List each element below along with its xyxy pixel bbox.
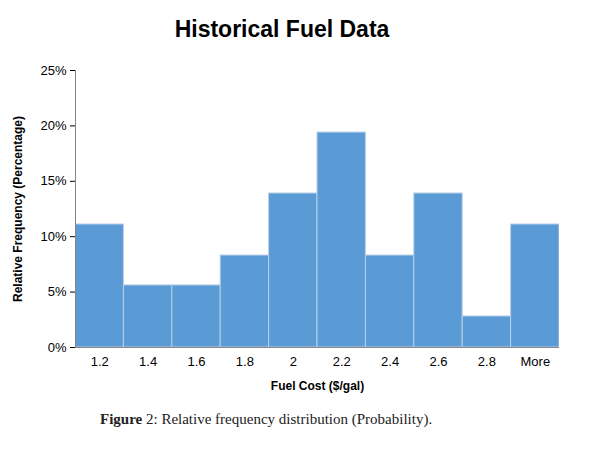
html-text:Historical Fuel Data: Historical Fuel Data	[174, 16, 390, 42]
svg-text:2.4: 2.4	[381, 354, 399, 369]
svg-text:1.4: 1.4	[139, 354, 157, 369]
html-text:Figure 2: Relative frequency d: Figure 2: Relative frequency distributio…	[100, 411, 433, 427]
svg-text:1.8: 1.8	[236, 354, 254, 369]
svg-text:Relative Frequency (Percentage: Relative Frequency (Percentage)	[11, 116, 25, 302]
svg-text:15%: 15%	[40, 173, 66, 188]
svg-text:0%: 0%	[48, 340, 67, 355]
svg-text:More: More	[520, 354, 550, 369]
svg-text:Fuel Cost ($/gal): Fuel Cost ($/gal)	[271, 379, 364, 393]
svg-text:1.6: 1.6	[187, 354, 205, 369]
svg-text:25%: 25%	[40, 63, 66, 78]
svg-text:20%: 20%	[40, 118, 66, 133]
svg-text:2.2: 2.2	[333, 354, 351, 369]
svg-text:2.8: 2.8	[478, 354, 496, 369]
svg-text:2: 2	[290, 354, 297, 369]
svg-text:10%: 10%	[40, 229, 66, 244]
svg-text:1.2: 1.2	[91, 354, 109, 369]
svg-text:5%: 5%	[48, 284, 67, 299]
svg-text:2.6: 2.6	[429, 354, 447, 369]
